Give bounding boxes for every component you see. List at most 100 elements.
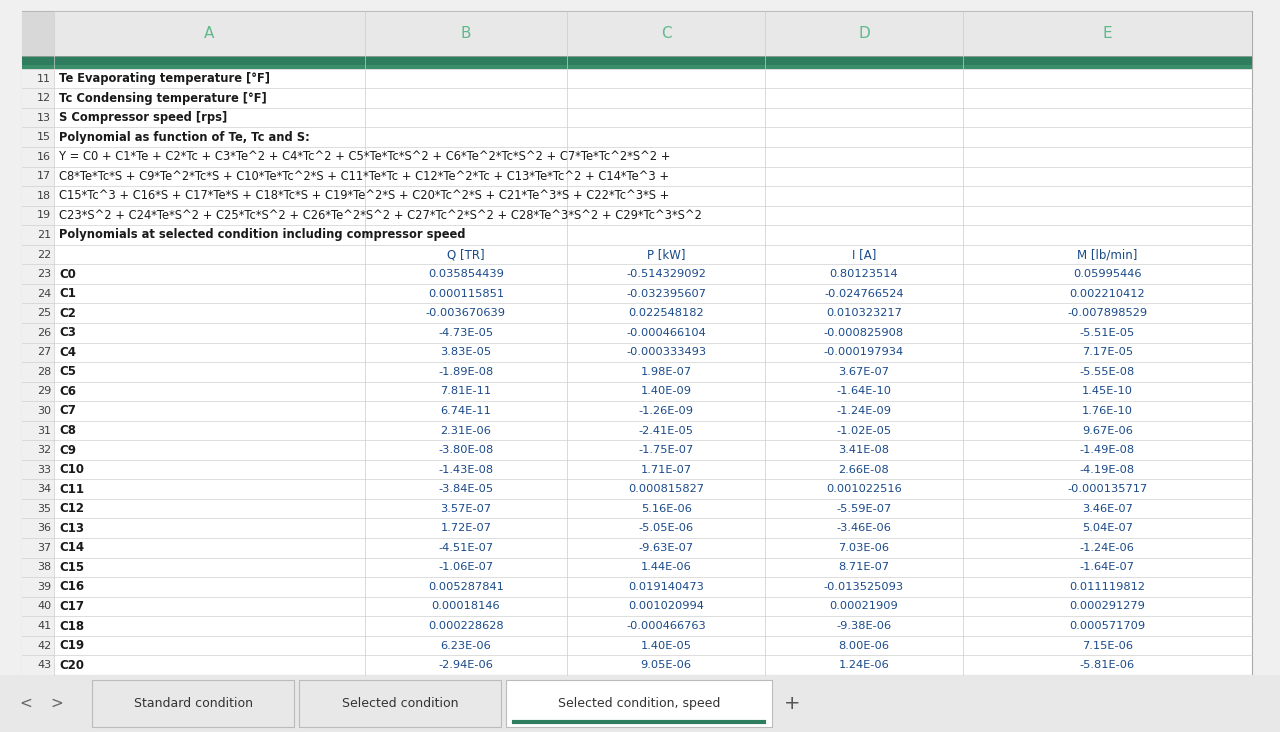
Text: 8.71E-07: 8.71E-07 [838,562,890,572]
Text: 27: 27 [37,347,51,357]
Bar [0,675,1280,732]
Text: 11: 11 [37,74,51,83]
Text: Standard condition: Standard condition [133,697,252,710]
Text: 3.41E-08: 3.41E-08 [838,445,890,455]
Text: 7.17E-05: 7.17E-05 [1082,347,1133,357]
Text: 5.16E-06: 5.16E-06 [641,504,691,514]
Text: 0.80123514: 0.80123514 [829,269,899,279]
Text: 2.31E-06: 2.31E-06 [440,425,492,436]
Text: C3: C3 [59,326,76,339]
Text: +: + [785,694,801,713]
Text: -0.003670639: -0.003670639 [426,308,506,318]
Text: 0.05995446: 0.05995446 [1073,269,1142,279]
Text: 9.05E-06: 9.05E-06 [641,660,691,670]
Text: C15*Tc^3 + C16*S + C17*Te*S + C18*Tc*S + C19*Te^2*S + C20*Tc^2*S + C21*Te^3*S + : C15*Tc^3 + C16*S + C17*Te*S + C18*Tc*S +… [59,190,669,202]
Text: 0.000115851: 0.000115851 [428,288,504,299]
Text: -1.24E-09: -1.24E-09 [837,406,891,416]
Text: 0.011119812: 0.011119812 [1069,582,1146,592]
Text: C18: C18 [59,619,84,632]
Text: 15: 15 [37,132,51,142]
Bar [22,11,1252,56]
Text: -0.000466763: -0.000466763 [626,621,707,631]
Text: -4.51E-07: -4.51E-07 [438,543,494,553]
Text: -0.007898529: -0.007898529 [1068,308,1147,318]
Text: C8: C8 [59,424,76,437]
Text: Polynomials at selected condition including compressor speed: Polynomials at selected condition includ… [59,228,466,242]
Text: 23: 23 [37,269,51,279]
Text: Tc Condensing temperature [°F]: Tc Condensing temperature [°F] [59,92,266,105]
Text: 8.00E-06: 8.00E-06 [838,640,890,651]
Text: C8*Te*Tc*S + C9*Te^2*Tc*S + C10*Te*Tc^2*S + C11*Te*Tc + C12*Te^2*Tc + C13*Te*Tc^: C8*Te*Tc*S + C9*Te^2*Tc*S + C10*Te*Tc^2*… [59,170,669,183]
Text: 5.04E-07: 5.04E-07 [1082,523,1133,534]
Text: 40: 40 [37,602,51,611]
Text: C20: C20 [59,659,84,672]
Text: M [lb/min]: M [lb/min] [1076,248,1138,261]
Text: 1.40E-05: 1.40E-05 [641,640,691,651]
Text: 0.000815827: 0.000815827 [628,484,704,494]
Text: C5: C5 [59,365,76,378]
Text: -0.000333493: -0.000333493 [626,347,707,357]
Text: -1.64E-07: -1.64E-07 [1080,562,1134,572]
Text: C16: C16 [59,580,84,594]
Text: 18: 18 [37,191,51,201]
Text: C2: C2 [59,307,76,320]
Text: 1.98E-07: 1.98E-07 [641,367,691,377]
Text: -4.73E-05: -4.73E-05 [438,328,494,337]
Text: 0.00021909: 0.00021909 [829,602,899,611]
Text: C11: C11 [59,482,84,496]
Text: 3.67E-07: 3.67E-07 [838,367,890,377]
Text: 3.57E-07: 3.57E-07 [440,504,492,514]
Text: 38: 38 [37,562,51,572]
Text: -3.84E-05: -3.84E-05 [438,484,494,494]
Text: C23*S^2 + C24*Te*S^2 + C25*Tc*S^2 + C26*Te^2*S^2 + C27*Tc^2*S^2 + C28*Te^3*S^2 +: C23*S^2 + C24*Te*S^2 + C25*Tc*S^2 + C26*… [59,209,701,222]
Text: D: D [858,26,870,41]
Text: -2.41E-05: -2.41E-05 [639,425,694,436]
Text: -0.024766524: -0.024766524 [824,288,904,299]
Text: -0.000466104: -0.000466104 [626,328,707,337]
Text: -4.19E-08: -4.19E-08 [1079,465,1135,474]
Text: 1.72E-07: 1.72E-07 [440,523,492,534]
Text: 7.15E-06: 7.15E-06 [1082,640,1133,651]
Text: 0.019140473: 0.019140473 [628,582,704,592]
Text: -0.514329092: -0.514329092 [626,269,707,279]
Text: -1.49E-08: -1.49E-08 [1079,445,1135,455]
Bar [22,65,1252,69]
Text: A: A [204,26,215,41]
Text: 16: 16 [37,152,51,162]
Text: 6.23E-06: 6.23E-06 [440,640,492,651]
Text: 0.001022516: 0.001022516 [826,484,902,494]
Text: C13: C13 [59,522,84,535]
Text: 34: 34 [37,484,51,494]
Text: -0.000825908: -0.000825908 [824,328,904,337]
Text: 30: 30 [37,406,51,416]
Text: -1.64E-10: -1.64E-10 [837,386,891,397]
Text: C19: C19 [59,639,84,652]
Text: -5.51E-05: -5.51E-05 [1079,328,1135,337]
Text: S Compressor speed [rps]: S Compressor speed [rps] [59,111,227,124]
Text: 6.74E-11: 6.74E-11 [440,406,492,416]
Text: Selected condition: Selected condition [342,697,458,710]
Text: -9.63E-07: -9.63E-07 [639,543,694,553]
Text: 0.001020994: 0.001020994 [628,602,704,611]
Text: 0.000571709: 0.000571709 [1069,621,1146,631]
Text: 3.46E-07: 3.46E-07 [1082,504,1133,514]
Text: 1.40E-09: 1.40E-09 [641,386,691,397]
Text: I [A]: I [A] [851,248,877,261]
Text: 28: 28 [37,367,51,377]
Text: 3.83E-05: 3.83E-05 [440,347,492,357]
Bar [22,11,54,56]
Text: C7: C7 [59,405,76,417]
Text: -1.89E-08: -1.89E-08 [438,367,494,377]
Text: 7.81E-11: 7.81E-11 [440,386,492,397]
Text: 1.24E-06: 1.24E-06 [838,660,890,670]
Text: -1.02E-05: -1.02E-05 [836,425,892,436]
Text: Selected condition, speed: Selected condition, speed [558,697,721,710]
Text: 33: 33 [37,465,51,474]
Text: 39: 39 [37,582,51,592]
Text: Q [TR]: Q [TR] [447,248,485,261]
Text: C0: C0 [59,268,76,280]
Bar [22,56,1252,65]
Text: 0.010323217: 0.010323217 [826,308,902,318]
Text: 7.03E-06: 7.03E-06 [838,543,890,553]
Text: 35: 35 [37,504,51,514]
